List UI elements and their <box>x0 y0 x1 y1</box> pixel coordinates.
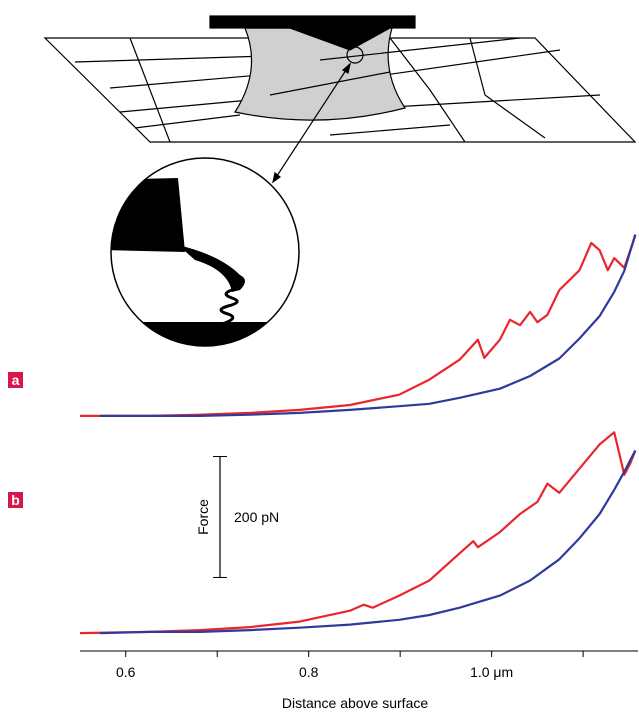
arrowhead <box>273 173 280 182</box>
holder <box>210 16 415 28</box>
figure: a b 0.6 0.8 1.0 μm Distance above surface 200 … <box>0 0 639 715</box>
panel-label: b <box>11 492 20 508</box>
scale-bar-label: 200 pN <box>234 509 279 525</box>
x-axis-title: Distance above surface <box>282 695 429 711</box>
afm-diagram <box>45 16 635 362</box>
x-tick-label: 0.6 <box>116 664 136 680</box>
x-tick-label: 1.0 μm <box>470 664 513 680</box>
x-tick-label: 0.8 <box>299 664 319 680</box>
panel-label: a <box>12 372 20 388</box>
scale-bar-title: Force <box>195 499 211 535</box>
force-curve <box>80 432 635 633</box>
